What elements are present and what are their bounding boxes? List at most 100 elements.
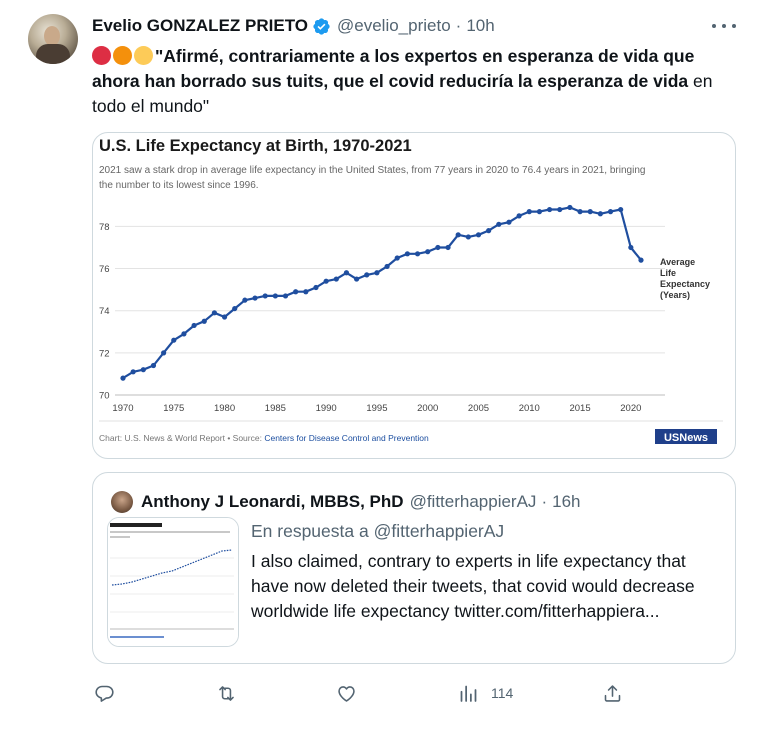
data-point bbox=[414, 251, 421, 257]
reply-context[interactable]: En respuesta a @fitterhappierAJ bbox=[251, 521, 505, 541]
chart-source-link[interactable]: Centers for Disease Control and Preventi… bbox=[264, 433, 429, 443]
quoted-author-avatar[interactable] bbox=[111, 491, 133, 513]
y-tick-label: 78 bbox=[99, 222, 110, 233]
red-circle-emoji-icon bbox=[92, 46, 111, 65]
quoted-tweet-header: Anthony J Leonardi, MBBS, PhD @fitterhap… bbox=[141, 491, 580, 513]
data-point bbox=[577, 209, 583, 215]
data-point bbox=[536, 209, 543, 215]
chart-source: Chart: U.S. News & World Report • Source… bbox=[99, 433, 429, 443]
verified-badge-icon bbox=[313, 17, 330, 35]
dot-separator: · bbox=[455, 16, 462, 35]
quoted-author-handle[interactable]: @fitterhappierAJ bbox=[409, 492, 537, 511]
data-point bbox=[374, 270, 380, 276]
chart-image[interactable]: U.S. Life Expectancy at Birth, 1970-2021… bbox=[92, 132, 736, 459]
retweet-icon bbox=[219, 685, 234, 701]
data-point bbox=[252, 295, 258, 301]
retweet-button[interactable] bbox=[216, 678, 237, 708]
data-point bbox=[384, 263, 390, 270]
data-point bbox=[354, 276, 360, 282]
data-point bbox=[486, 228, 492, 234]
y-tick-label: 72 bbox=[99, 348, 110, 359]
data-point bbox=[191, 322, 197, 329]
data-point bbox=[546, 206, 553, 213]
action-bar: 114 bbox=[92, 678, 732, 708]
series-label-line: Average bbox=[660, 257, 695, 267]
author-avatar[interactable] bbox=[28, 14, 78, 64]
y-tick-label: 70 bbox=[99, 391, 110, 402]
data-point bbox=[435, 244, 441, 251]
data-point bbox=[587, 209, 593, 215]
x-tick-label: 2020 bbox=[620, 403, 641, 414]
orange-circle-emoji-icon bbox=[113, 46, 132, 65]
x-tick-label: 2015 bbox=[569, 403, 590, 414]
data-point bbox=[465, 234, 471, 240]
y-tick-label: 74 bbox=[99, 306, 110, 317]
data-point bbox=[404, 251, 410, 257]
x-tick-label: 2000 bbox=[417, 403, 438, 414]
x-tick-label: 1995 bbox=[366, 403, 387, 414]
chart-subtitle-line2: the number to its lowest since 1996. bbox=[99, 180, 259, 191]
series-label-line: Life bbox=[660, 268, 676, 278]
data-point bbox=[282, 293, 289, 299]
reply-button[interactable] bbox=[94, 678, 115, 708]
data-point bbox=[333, 276, 339, 282]
data-point bbox=[343, 270, 350, 276]
usnews-logo bbox=[655, 429, 717, 444]
data-point bbox=[425, 249, 431, 255]
yellow-circle-emoji-icon bbox=[134, 46, 153, 65]
data-point bbox=[221, 314, 228, 320]
usnews-logo-text: USNews bbox=[664, 432, 708, 444]
quoted-tweet[interactable]: Anthony J Leonardi, MBBS, PhD @fitterhap… bbox=[92, 472, 736, 664]
data-point bbox=[272, 293, 278, 299]
chart-source-prefix: Chart: U.S. News & World Report • Source… bbox=[99, 433, 264, 443]
data-point bbox=[597, 211, 603, 217]
author-name[interactable]: Evelio GONZALEZ PRIETO bbox=[92, 16, 308, 35]
data-point bbox=[628, 244, 634, 251]
quoted-chart-thumbnail-graphic bbox=[108, 518, 238, 646]
data-point bbox=[150, 362, 157, 369]
x-tick-label: 2005 bbox=[468, 403, 489, 414]
data-point bbox=[130, 369, 136, 375]
data-point bbox=[618, 206, 624, 213]
quoted-author-name[interactable]: Anthony J Leonardi, MBBS, PhD bbox=[141, 492, 404, 511]
series-label-line: (Years) bbox=[660, 290, 690, 300]
x-tick-label: 1975 bbox=[163, 403, 184, 414]
data-point bbox=[323, 278, 329, 284]
data-point bbox=[120, 375, 126, 381]
data-point bbox=[496, 221, 502, 227]
author-handle[interactable]: @evelio_prieto bbox=[337, 16, 451, 35]
data-point bbox=[232, 305, 238, 312]
data-point bbox=[161, 350, 167, 356]
quoted-tweet-text: I also claimed, contrary to experts in l… bbox=[251, 551, 695, 621]
more-options-icon[interactable] bbox=[712, 18, 736, 34]
quoted-chart-thumbnail[interactable] bbox=[107, 517, 239, 647]
data-point bbox=[394, 255, 400, 261]
tweet-time[interactable]: 10h bbox=[466, 16, 495, 35]
data-point bbox=[557, 206, 563, 213]
share-button[interactable] bbox=[602, 678, 623, 708]
data-point bbox=[181, 331, 187, 337]
data-point bbox=[171, 337, 177, 343]
series-label-line: Expectancy bbox=[660, 279, 710, 289]
data-point bbox=[211, 310, 218, 316]
views-count: 114 bbox=[491, 685, 514, 701]
like-button[interactable] bbox=[336, 678, 357, 708]
views-button[interactable]: 114 bbox=[458, 678, 513, 708]
y-tick-label: 76 bbox=[99, 264, 110, 275]
data-point bbox=[526, 209, 532, 215]
tweet-text: "Afirmé, contrariamente a los expertos e… bbox=[92, 44, 742, 119]
analytics-icon bbox=[460, 685, 477, 702]
chart-subtitle-line1: 2021 saw a stark drop in average life ex… bbox=[99, 165, 645, 176]
data-point bbox=[567, 204, 573, 211]
x-tick-label: 1970 bbox=[112, 403, 133, 414]
data-point bbox=[455, 232, 461, 238]
quoted-tweet-time[interactable]: 16h bbox=[552, 492, 581, 511]
life-expectancy-chart: U.S. Life Expectancy at Birth, 1970-2021… bbox=[99, 137, 723, 444]
reply-icon bbox=[95, 685, 114, 702]
data-point bbox=[364, 272, 370, 278]
heart-icon bbox=[338, 685, 355, 702]
data-point bbox=[303, 289, 309, 295]
data-point bbox=[140, 367, 146, 373]
data-point bbox=[201, 318, 207, 324]
